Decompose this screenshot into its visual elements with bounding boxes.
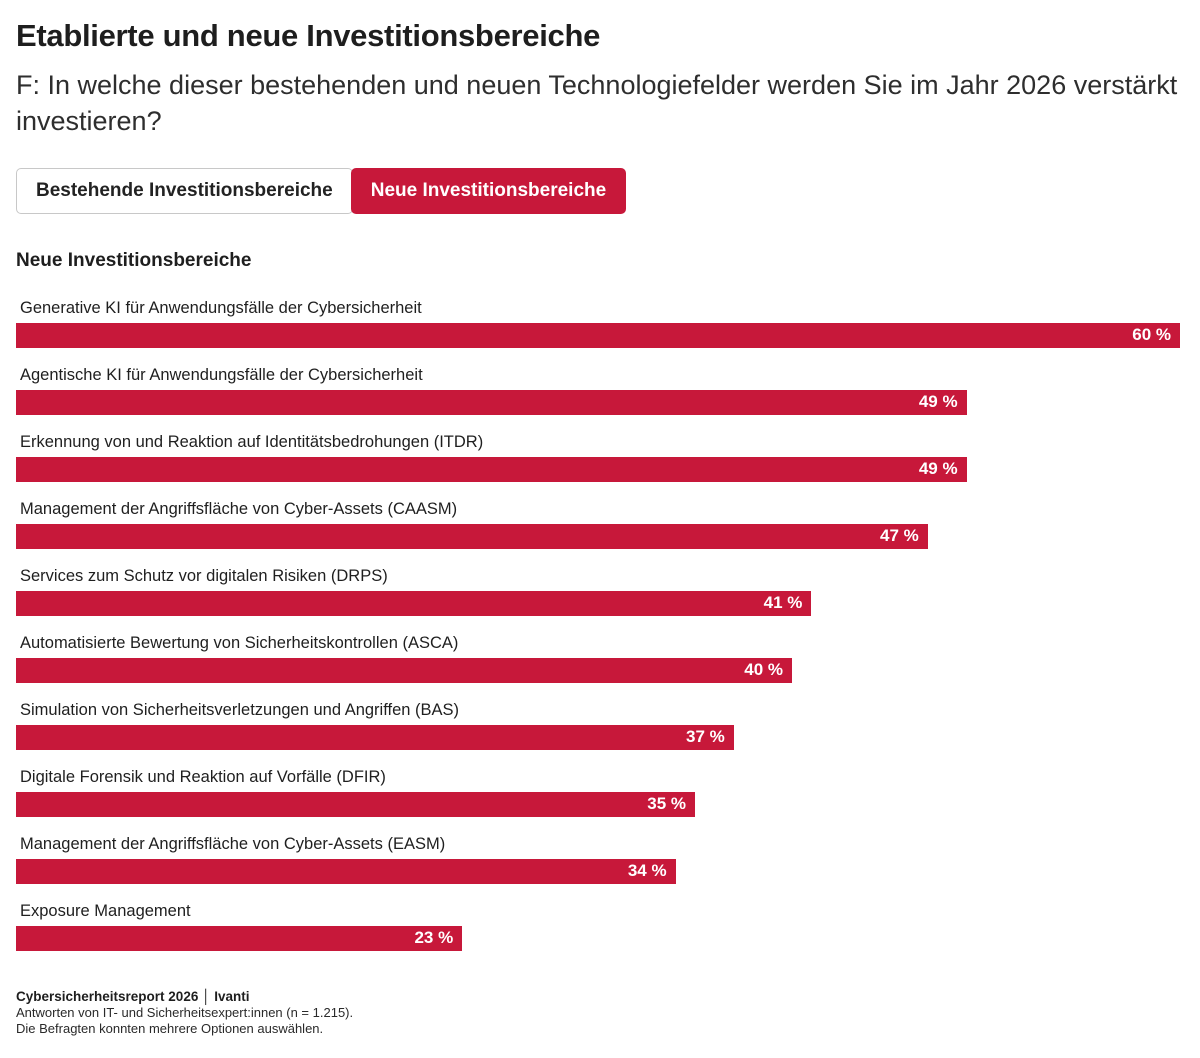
bar-value-label: 40 % xyxy=(744,660,783,680)
chart-row: Automatisierte Bewertung von Sicherheits… xyxy=(16,633,1180,683)
chart-row: Digitale Forensik und Reaktion auf Vorfä… xyxy=(16,767,1180,817)
chart-row: Services zum Schutz vor digitalen Risike… xyxy=(16,566,1180,616)
tab-group: Bestehende Investitionsbereiche Neue Inv… xyxy=(16,167,1180,214)
bar-track: 60 % xyxy=(16,322,1180,348)
bar-value-label: 60 % xyxy=(1132,325,1171,345)
bar: 60 % xyxy=(16,322,1180,348)
chart-row: Erkennung von und Reaktion auf Identität… xyxy=(16,432,1180,482)
bar-value-label: 47 % xyxy=(880,526,919,546)
bar-value-label: 23 % xyxy=(414,928,454,948)
bar-value-label: 35 % xyxy=(647,794,686,814)
chart-row: Management der Angriffsfläche von Cyber-… xyxy=(16,499,1180,549)
bar: 40 % xyxy=(16,657,792,683)
bar-track: 49 % xyxy=(16,389,1180,415)
bar-value-label: 49 % xyxy=(918,392,958,412)
footer: Cybersicherheitsreport 2026 │ Ivanti Ant… xyxy=(16,988,1180,1038)
bar-category-label: Erkennung von und Reaktion auf Identität… xyxy=(20,432,484,451)
tab-bestehende-investitionsbereiche[interactable]: Bestehende Investitionsbereiche xyxy=(16,167,353,214)
bar-track: 37 % xyxy=(16,724,1180,750)
chart-row: Simulation von Sicherheitsverletzungen u… xyxy=(16,700,1180,750)
footer-note-respondents: Antworten von IT- und Sicherheitsexpert:… xyxy=(16,1004,354,1020)
bar-category-label: Services zum Schutz vor digitalen Risike… xyxy=(20,566,388,585)
bar-value-label: 41 % xyxy=(763,593,803,613)
bar-value-label: 34 % xyxy=(627,861,667,881)
bar-track: 41 % xyxy=(16,590,1180,616)
bar-category-label: Digitale Forensik und Reaktion auf Vorfä… xyxy=(20,767,386,786)
bar-category-label: Simulation von Sicherheitsverletzungen u… xyxy=(20,700,460,719)
chart-row: Exposure Management 23 % xyxy=(16,901,1180,951)
bar-value-label: 49 % xyxy=(918,459,958,479)
bar: 34 % xyxy=(16,858,676,884)
bar-track: 35 % xyxy=(16,791,1180,817)
chart-row: Generative KI für Anwendungsfälle der Cy… xyxy=(16,298,1180,348)
page-title: Etablierte und neue Investitionsbereiche xyxy=(16,18,601,53)
footer-note-options: Die Befragten konnten mehrere Optionen a… xyxy=(16,1021,324,1037)
bar-chart: Generative KI für Anwendungsfälle der Cy… xyxy=(16,298,1180,951)
bar-category-label: Generative KI für Anwendungsfälle der Cy… xyxy=(20,298,422,317)
bar-track: 40 % xyxy=(16,657,1180,683)
footer-source: Cybersicherheitsreport 2026 │ Ivanti xyxy=(16,988,250,1004)
bar: 41 % xyxy=(16,590,812,616)
chart-row: Management der Angriffsfläche von Cyber-… xyxy=(16,834,1180,884)
bar: 49 % xyxy=(16,389,967,415)
section-title: Neue Investitionsbereiche xyxy=(16,249,252,271)
bar: 47 % xyxy=(16,523,928,549)
bar-value-label: 37 % xyxy=(686,727,725,747)
bar: 35 % xyxy=(16,791,695,817)
bar-track: 49 % xyxy=(16,456,1180,482)
tab-neue-investitionsbereiche[interactable]: Neue Investitionsbereiche xyxy=(350,167,627,214)
chart-row: Agentische KI für Anwendungsfälle der Cy… xyxy=(16,365,1180,415)
bar: 49 % xyxy=(16,456,967,482)
survey-question: F: In welche dieser bestehenden und neue… xyxy=(16,70,1178,136)
bar-track: 47 % xyxy=(16,523,1180,549)
bar-category-label: Management der Angriffsfläche von Cyber-… xyxy=(20,499,458,518)
bar-category-label: Automatisierte Bewertung von Sicherheits… xyxy=(20,633,459,652)
bar-category-label: Management der Angriffsfläche von Cyber-… xyxy=(20,834,446,853)
bar-track: 23 % xyxy=(16,925,1180,951)
bar: 37 % xyxy=(16,724,734,750)
bar-track: 34 % xyxy=(16,858,1180,884)
bar-category-label: Exposure Management xyxy=(20,901,191,920)
bar: 23 % xyxy=(16,925,463,951)
bar-category-label: Agentische KI für Anwendungsfälle der Cy… xyxy=(20,365,423,384)
